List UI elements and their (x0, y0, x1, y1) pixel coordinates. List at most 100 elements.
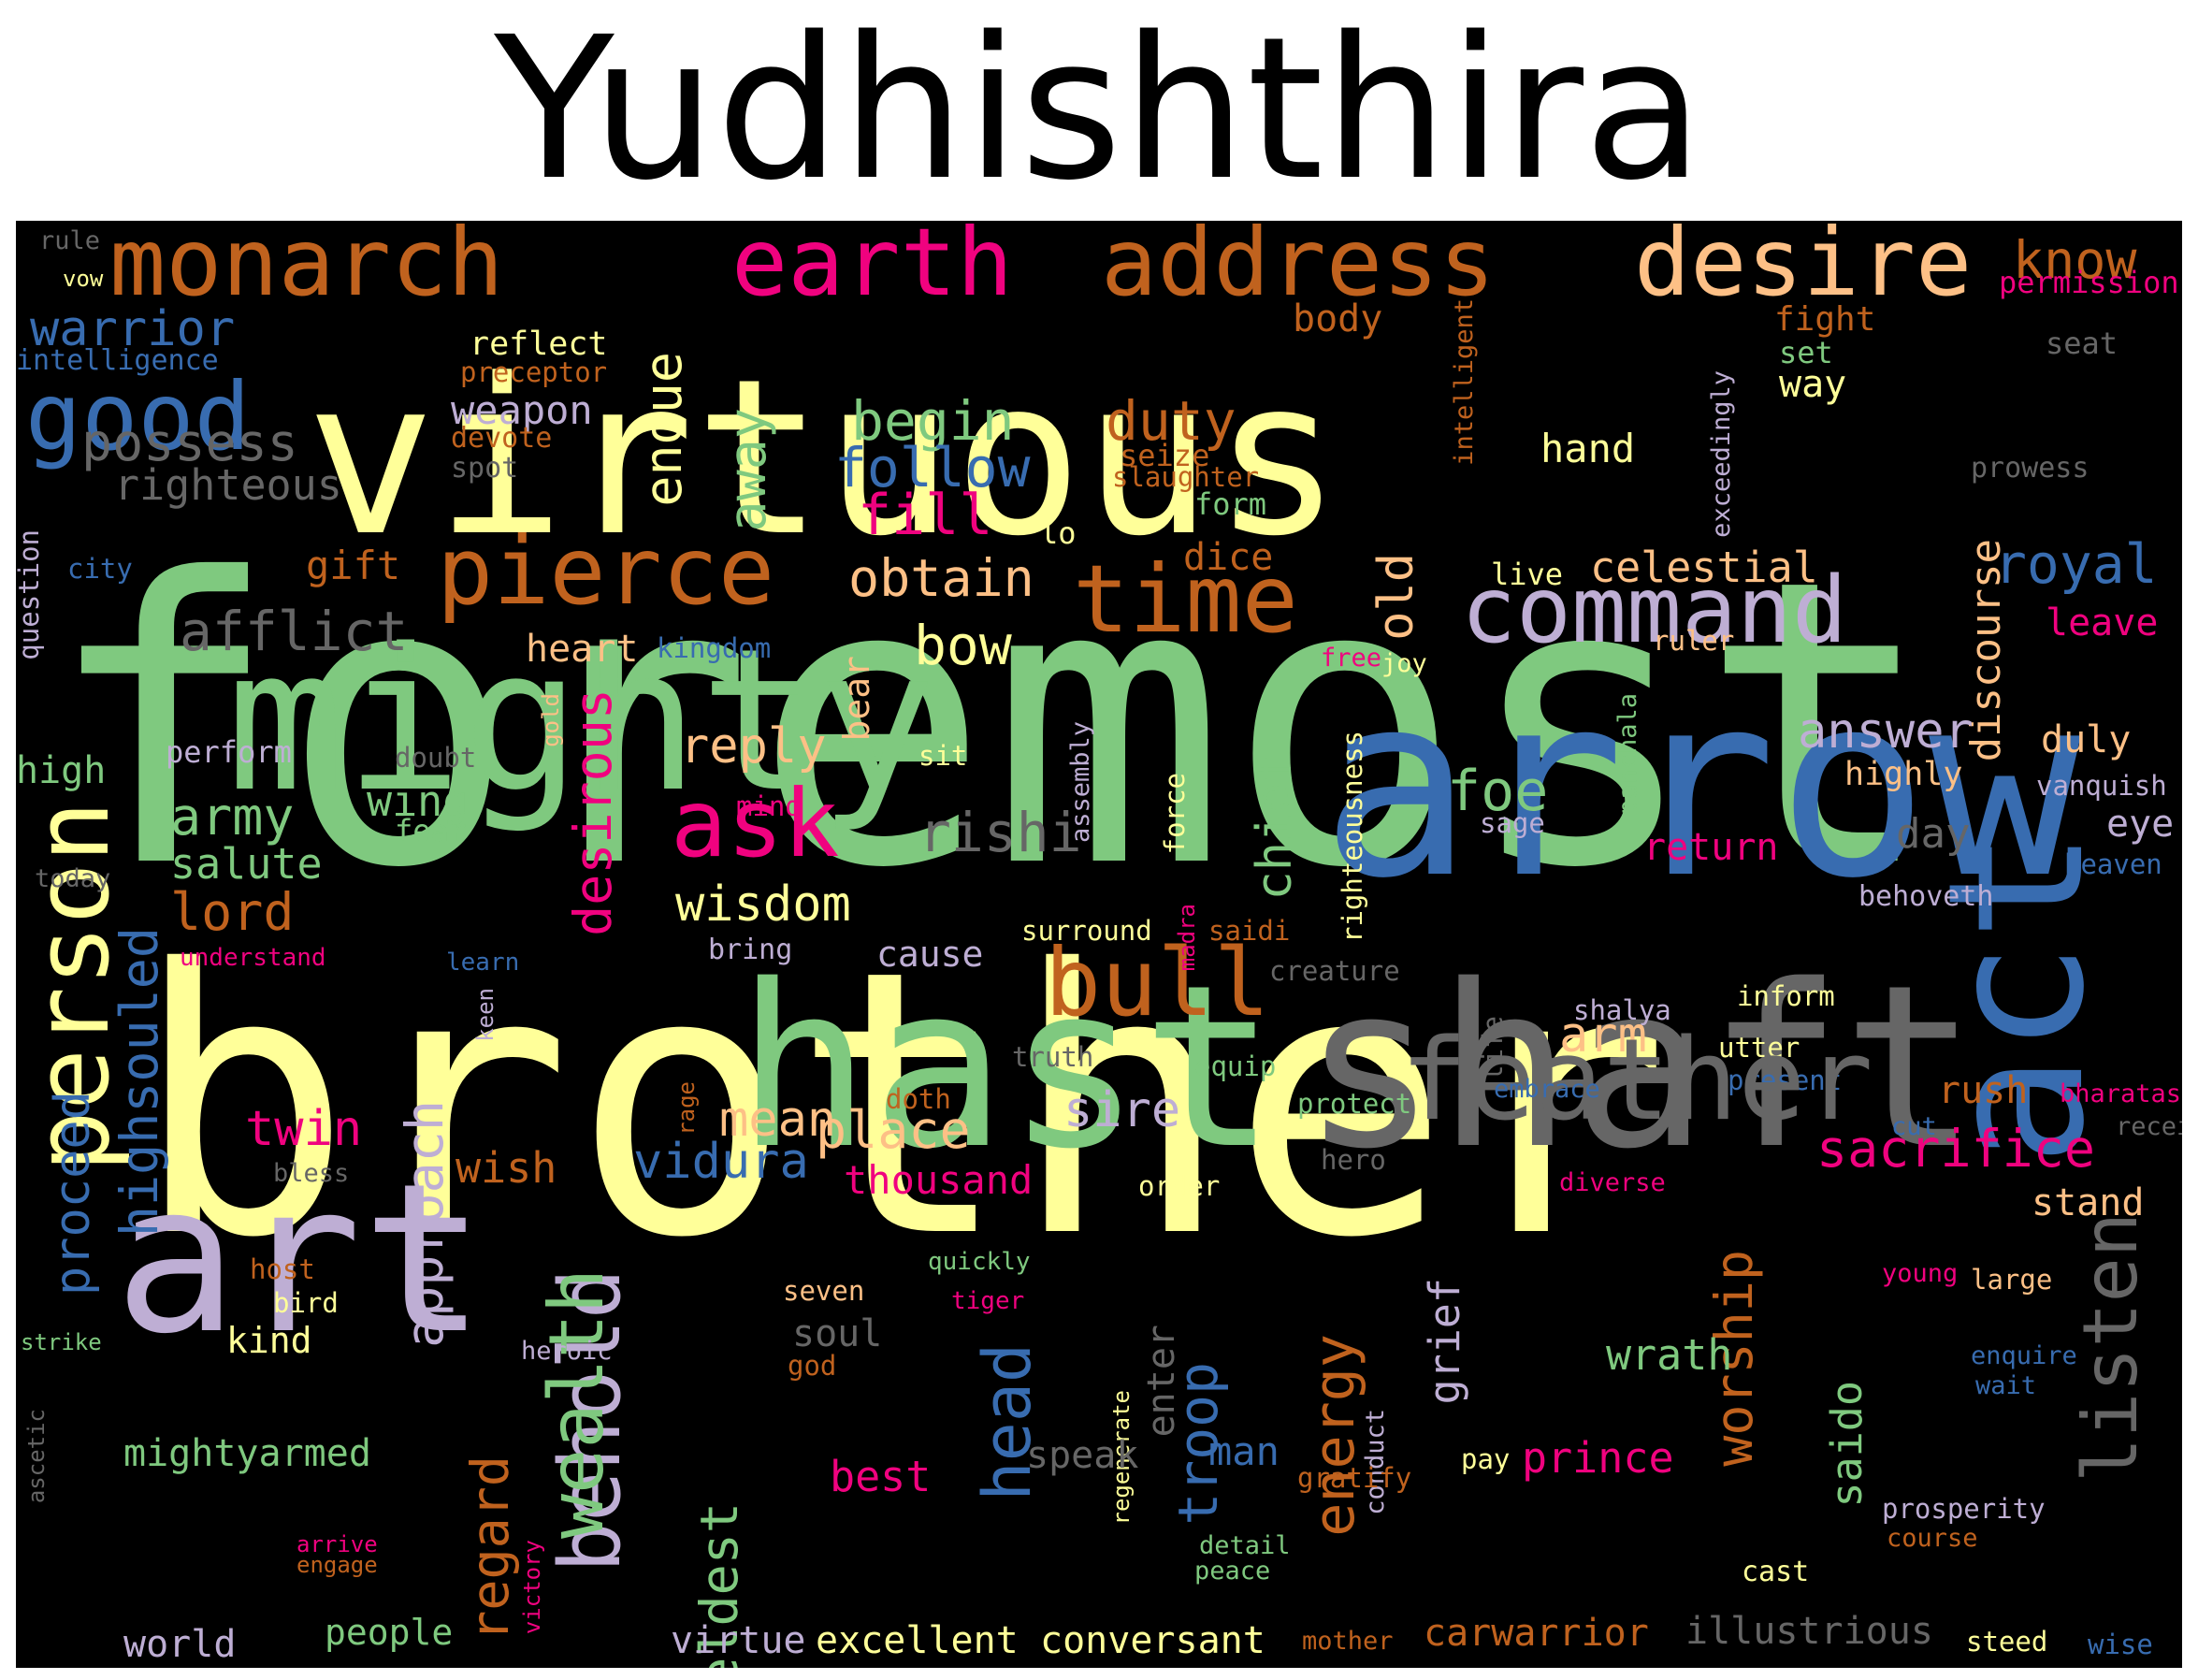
cloud-word: wing (367, 776, 469, 826)
cloud-word: weapon (451, 387, 593, 433)
cloud-word: strike (21, 1329, 102, 1355)
cloud-word: return (1643, 826, 1779, 869)
cloud-word: detail (1199, 1531, 1291, 1560)
cloud-word: prince (1522, 1433, 1674, 1483)
cloud-word: doubt (395, 742, 477, 774)
cloud-word: speak (1026, 1434, 1139, 1477)
cloud-word: celestial (1590, 543, 1818, 592)
cloud-word: command (1461, 558, 1848, 664)
cloud-word: god (788, 1350, 837, 1382)
cloud-word: enquire (1971, 1341, 2077, 1370)
cloud-word: bring (708, 934, 793, 966)
cloud-word: desirous (563, 688, 623, 936)
cloud-word: devote (451, 422, 553, 455)
cloud-word: mighty (226, 606, 936, 835)
cloud-word: stand (2032, 1181, 2145, 1224)
cloud-word: righteousness (1337, 731, 1368, 943)
cloud-word: heart (526, 628, 639, 671)
cloud-word: keen (472, 988, 499, 1042)
cloud-word: live (1491, 557, 1564, 592)
cloud-word: begin (851, 389, 1015, 453)
cloud-word: old (1368, 553, 1424, 641)
cloud-word: quickly (928, 1248, 1031, 1276)
cloud-word: tiger (951, 1287, 1025, 1315)
cloud-word: today (35, 864, 111, 893)
cloud-word: saido (1822, 1381, 1872, 1508)
cloud-word: earth (731, 221, 1014, 317)
cloud-word: warrior (30, 301, 236, 357)
cloud-word: shaft (1302, 936, 1978, 1198)
cloud-word: steed (1966, 1626, 2048, 1658)
cloud-word: world (123, 1623, 237, 1666)
cloud-word: lo (1040, 515, 1077, 551)
cloud-word: conversant (1040, 1619, 1265, 1662)
cloud-word: listen (2067, 1212, 2154, 1483)
cloud-word: leave (2046, 601, 2159, 644)
cloud-word: order (1138, 1170, 1221, 1202)
cloud-word: proceed (45, 1091, 101, 1296)
cloud-word: fight (1774, 300, 1876, 339)
cloud-word: sacrifice (1816, 1119, 2096, 1179)
cloud-word: foremost (44, 497, 1936, 954)
cloud-word: follow (834, 436, 1031, 500)
cloud-word: head (969, 1343, 1046, 1501)
cloud-word: seven (783, 1275, 865, 1307)
cloud-word: address (1101, 221, 1496, 317)
cloud-word: force (1159, 773, 1191, 855)
cloud-word: pierce (437, 516, 775, 626)
cloud-word: equip (1194, 1050, 1277, 1082)
cloud-word: eye (2106, 803, 2175, 846)
cloud-word: good (25, 362, 251, 471)
cloud-word: form (1194, 486, 1267, 522)
cloud-word: possess (81, 413, 298, 472)
cloud-word: vidura (633, 1134, 809, 1190)
cloud-word: dice (1183, 536, 1274, 579)
cloud-word: arrive (296, 1531, 378, 1557)
cloud-word: body (1293, 297, 1383, 340)
cloud-word: highsouled (109, 927, 169, 1238)
cloud-word: heaven (2064, 848, 2162, 880)
cloud-word: vanquish (2036, 770, 2167, 802)
cloud-word: brother (133, 892, 1670, 1317)
cloud-word: excellent (816, 1619, 1019, 1662)
cloud-word: madra (1174, 904, 1200, 972)
cloud-word: afflict (180, 600, 409, 663)
cloud-word: time (1073, 544, 1298, 654)
cloud-word: lord (170, 882, 295, 942)
cloud-word: protect (1297, 1088, 1412, 1120)
cloud-word: utter (1718, 1032, 1800, 1064)
cloud-word: kingdom (657, 632, 772, 664)
cloud-word: way (1779, 363, 1847, 406)
cloud-word: rule (39, 226, 101, 255)
cloud-word: foe (1447, 759, 1549, 824)
cloud-word: receive (2116, 1112, 2182, 1141)
cloud-word: righteous (114, 460, 342, 510)
cloud-word: present (1728, 1064, 1843, 1096)
cloud-word: high (16, 749, 107, 792)
cloud-word: know (2013, 230, 2137, 290)
cloud-word: perform (166, 734, 292, 770)
cloud-word: bear (836, 656, 877, 742)
cloud-word: victory (519, 1540, 545, 1635)
cloud-word: wait (1975, 1371, 2037, 1400)
cloud-word: best (830, 1452, 932, 1501)
cloud-word: illustrious (1685, 1610, 1933, 1653)
word-cloud: virtuous foremost brother arrow mighty hast sh… (16, 221, 2182, 1668)
cloud-word: mind (736, 790, 802, 822)
cloud-word: sage (1480, 807, 1545, 839)
cloud-word: seat (2046, 326, 2118, 361)
cloud-word: diverse (1559, 1168, 1666, 1197)
cloud-word: seize (1120, 438, 1210, 473)
cloud-word: bless (273, 1159, 350, 1188)
cloud-word: understand (180, 944, 326, 972)
cloud-word: carwarrior (1424, 1612, 1649, 1655)
cloud-word: gold (538, 693, 564, 747)
cloud-word: day (1896, 810, 1971, 858)
cloud-word: approach (395, 1100, 455, 1348)
cloud-word: rush (1938, 1069, 2029, 1112)
cloud-word: peace (1194, 1557, 1271, 1586)
cloud-word: intelligent (1450, 298, 1479, 466)
cloud-word: gift (306, 543, 401, 588)
cloud-word: duty (1106, 389, 1236, 453)
cloud-word: virtue (671, 1619, 806, 1662)
